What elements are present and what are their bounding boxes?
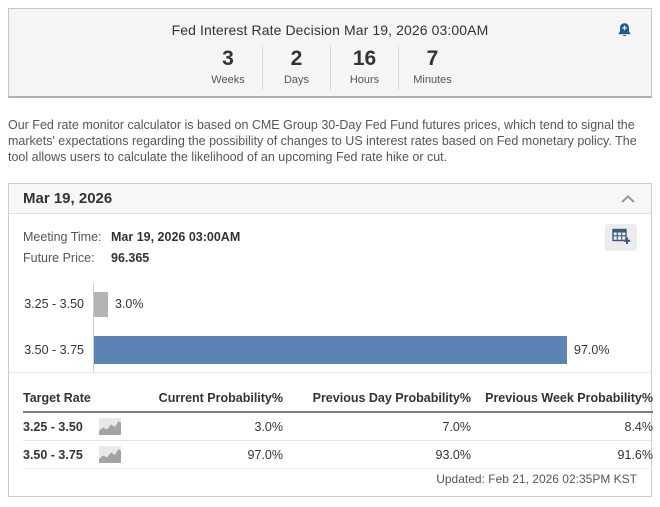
probability-bar-blue bbox=[93, 336, 567, 364]
meeting-info-block: Meeting Time: Mar 19, 2026 03:00AM Future… bbox=[9, 214, 651, 269]
chart-category-label: 3.50 - 3.75 bbox=[24, 343, 84, 357]
chart-row: 3.50 - 3.75 97.0% bbox=[9, 327, 651, 373]
probability-bar-gray bbox=[93, 291, 108, 317]
countdown-days-label: Days bbox=[283, 74, 310, 86]
target-rate-cell: 3.50 - 3.75 bbox=[23, 446, 151, 463]
countdown-minutes-label: Minutes bbox=[413, 74, 452, 86]
previous-week-probability-value: 8.4% bbox=[471, 412, 653, 441]
countdown-weeks: 3 Weeks bbox=[194, 45, 262, 90]
target-rate-value: 3.50 - 3.75 bbox=[23, 447, 83, 462]
header-current-probability: Current Probability% bbox=[151, 386, 283, 413]
countdown-hours: 16 Hours bbox=[330, 45, 398, 90]
countdown-hours-value: 16 bbox=[352, 47, 377, 70]
probability-bar-chart: 3.25 - 3.50 3.0% 3.50 - 3.75 97.0% bbox=[9, 281, 651, 373]
future-price-label: Future Price: bbox=[23, 251, 95, 265]
countdown-hours-label: Hours bbox=[349, 74, 380, 86]
meeting-panel: Mar 19, 2026 Meeting Time: Mar 19, 2026 0… bbox=[8, 183, 653, 497]
chart-category-label: 3.25 - 3.50 bbox=[24, 297, 84, 311]
previous-day-probability-value: 93.0% bbox=[283, 440, 471, 469]
probability-table: Target Rate Current Probability% Previou… bbox=[23, 386, 653, 469]
target-rate-value: 3.25 - 3.50 bbox=[23, 419, 83, 434]
fed-decision-alert-box: Fed Interest Rate Decision Mar 19, 2026 … bbox=[8, 8, 652, 98]
previous-day-probability-value: 7.0% bbox=[283, 412, 471, 441]
collapse-button[interactable] bbox=[619, 189, 637, 208]
target-rate-cell: 3.25 - 3.50 bbox=[23, 418, 151, 435]
countdown-timer: 3 Weeks 2 Days 16 Hours 7 Minutes bbox=[9, 45, 651, 90]
meeting-time-row: Meeting Time: Mar 19, 2026 03:00AM bbox=[23, 227, 637, 248]
header-target-rate: Target Rate bbox=[23, 386, 151, 413]
future-price-value: 96.365 bbox=[111, 251, 150, 265]
meeting-time-label: Meeting Time: bbox=[23, 230, 102, 244]
header-previous-day-probability: Previous Day Probability% bbox=[283, 386, 471, 413]
previous-week-probability-value: 91.6% bbox=[471, 440, 653, 469]
countdown-minutes: 7 Minutes bbox=[398, 45, 466, 90]
current-probability-value: 3.0% bbox=[151, 412, 283, 441]
meeting-panel-header[interactable]: Mar 19, 2026 bbox=[9, 184, 651, 214]
add-to-calendar-button[interactable] bbox=[605, 224, 637, 251]
fed-decision-title: Fed Interest Rate Decision Mar 19, 2026 … bbox=[171, 22, 489, 38]
table-row: 3.25 - 3.50 3.0% 7.0% 8.4% bbox=[23, 412, 653, 441]
meeting-time-value: Mar 19, 2026 03:00AM bbox=[111, 230, 241, 244]
header-previous-week-probability: Previous Week Probability% bbox=[471, 386, 653, 413]
countdown-minutes-value: 7 bbox=[426, 47, 439, 70]
meeting-date-title: Mar 19, 2026 bbox=[23, 190, 113, 207]
countdown-days-value: 2 bbox=[290, 47, 303, 70]
countdown-days: 2 Days bbox=[262, 45, 330, 90]
updated-timestamp: Updated: Feb 21, 2026 02:35PM KST bbox=[436, 472, 637, 486]
countdown-weeks-label: Weeks bbox=[211, 74, 245, 86]
chevron-up-icon bbox=[621, 191, 635, 206]
tool-description: Our Fed rate monitor calculator is based… bbox=[8, 118, 637, 164]
alert-bell-button[interactable] bbox=[613, 21, 635, 43]
countdown-weeks-value: 3 bbox=[222, 47, 234, 70]
bar-value-label: 97.0% bbox=[574, 343, 610, 357]
mini-area-chart-icon[interactable] bbox=[99, 446, 121, 463]
bell-plus-icon bbox=[616, 22, 633, 42]
table-row: 3.50 - 3.75 97.0% 93.0% 91.6% bbox=[23, 440, 653, 469]
future-price-row: Future Price: 96.365 bbox=[23, 248, 637, 269]
chart-row: 3.25 - 3.50 3.0% bbox=[9, 281, 651, 327]
table-plus-icon bbox=[611, 228, 631, 248]
mini-area-chart-icon[interactable] bbox=[99, 418, 121, 435]
bar-value-label: 3.0% bbox=[115, 297, 144, 311]
table-header-row: Target Rate Current Probability% Previou… bbox=[23, 386, 653, 413]
current-probability-value: 97.0% bbox=[151, 440, 283, 469]
